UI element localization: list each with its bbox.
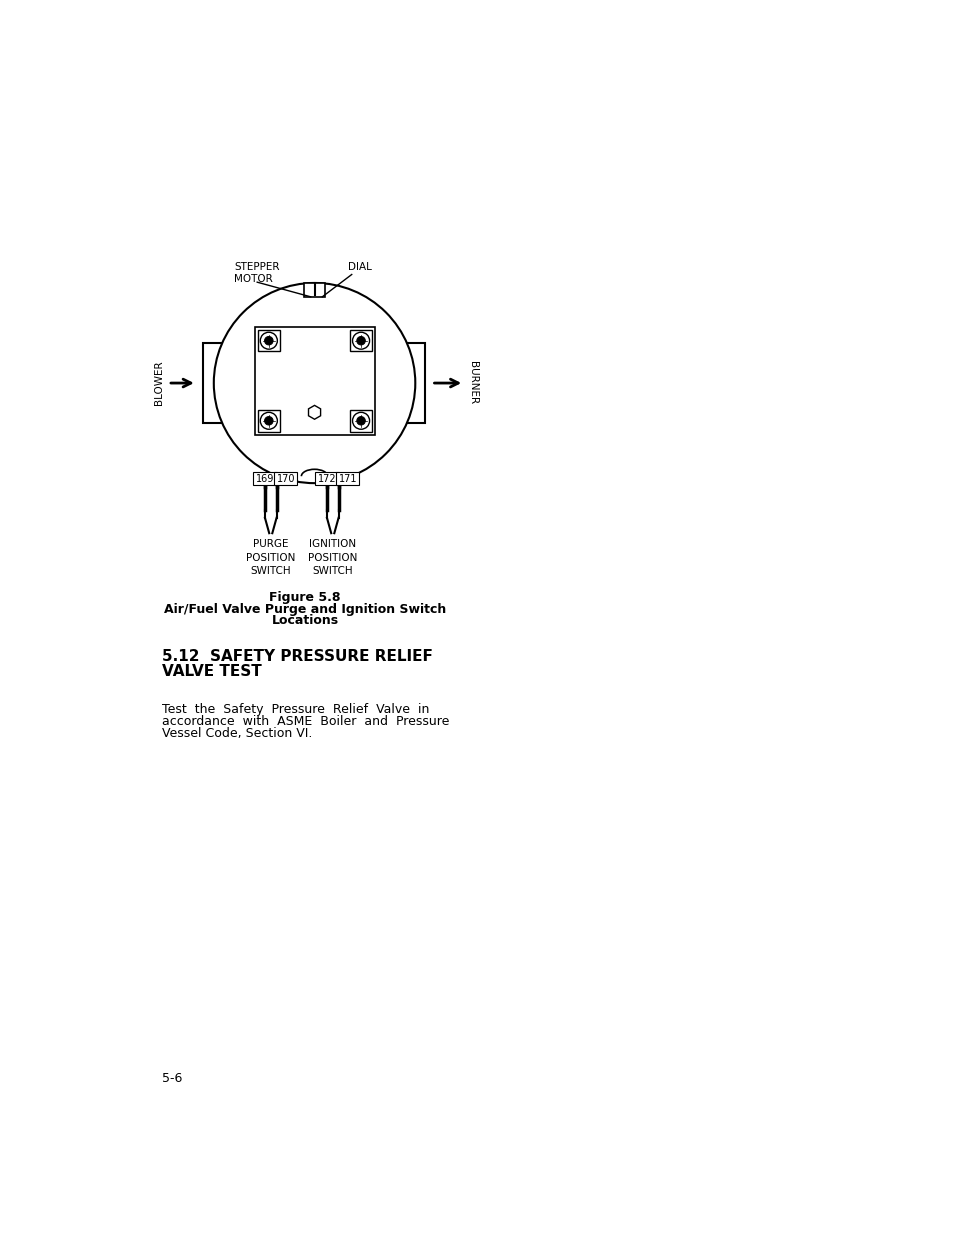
Circle shape xyxy=(264,336,273,345)
Text: 172: 172 xyxy=(317,473,335,484)
Bar xyxy=(253,472,276,485)
Polygon shape xyxy=(308,405,320,419)
Bar xyxy=(257,410,279,431)
Text: BLOWER: BLOWER xyxy=(153,361,164,405)
Text: VALVE TEST: VALVE TEST xyxy=(162,664,261,679)
Bar xyxy=(257,330,279,352)
Bar xyxy=(315,472,338,485)
Text: DIAL: DIAL xyxy=(348,262,372,272)
Text: 5.12  SAFETY PRESSURE RELIEF: 5.12 SAFETY PRESSURE RELIEF xyxy=(162,648,433,663)
Circle shape xyxy=(260,332,277,350)
Bar xyxy=(203,342,260,424)
Text: BURNER: BURNER xyxy=(468,362,477,405)
Circle shape xyxy=(260,412,277,430)
Text: Locations: Locations xyxy=(272,614,338,627)
Text: Vessel Code, Section VI.: Vessel Code, Section VI. xyxy=(162,727,312,740)
Text: Figure 5.8: Figure 5.8 xyxy=(269,592,340,604)
Circle shape xyxy=(353,332,369,350)
Bar xyxy=(303,283,325,296)
Bar xyxy=(369,342,425,424)
Circle shape xyxy=(356,336,365,345)
Circle shape xyxy=(353,412,369,430)
Bar xyxy=(350,410,372,431)
Text: Air/Fuel Valve Purge and Ignition Switch: Air/Fuel Valve Purge and Ignition Switch xyxy=(164,603,446,615)
Text: 5-6: 5-6 xyxy=(162,1072,182,1086)
Text: 171: 171 xyxy=(338,473,356,484)
Text: PURGE
POSITION
SWITCH: PURGE POSITION SWITCH xyxy=(246,540,295,576)
Circle shape xyxy=(356,416,365,425)
Bar xyxy=(274,472,297,485)
Text: STEPPER
MOTOR: STEPPER MOTOR xyxy=(233,262,279,284)
Text: 170: 170 xyxy=(276,473,294,484)
Bar xyxy=(335,472,359,485)
Text: IGNITION
POSITION
SWITCH: IGNITION POSITION SWITCH xyxy=(308,540,357,576)
Circle shape xyxy=(264,416,273,425)
Text: Test  the  Safety  Pressure  Relief  Valve  in: Test the Safety Pressure Relief Valve in xyxy=(162,703,429,715)
Circle shape xyxy=(213,283,415,483)
Text: 169: 169 xyxy=(255,473,274,484)
Bar xyxy=(350,330,372,352)
Text: accordance  with  ASME  Boiler  and  Pressure: accordance with ASME Boiler and Pressure xyxy=(162,715,449,727)
Bar xyxy=(254,327,375,435)
